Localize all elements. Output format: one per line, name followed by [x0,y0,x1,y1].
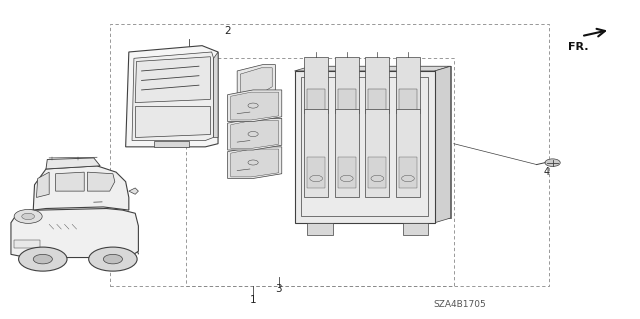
Polygon shape [33,166,129,210]
Bar [399,89,417,112]
Polygon shape [135,57,211,103]
Bar [338,157,356,188]
Polygon shape [88,172,115,191]
Polygon shape [135,106,211,137]
Polygon shape [403,223,428,235]
Circle shape [89,247,137,271]
Bar [369,157,387,188]
Text: SZA4B1705: SZA4B1705 [434,300,486,309]
Circle shape [19,247,67,271]
Polygon shape [231,149,278,177]
Bar [399,157,417,188]
Bar [335,56,359,114]
Polygon shape [294,66,451,71]
Polygon shape [56,172,84,191]
Polygon shape [36,172,49,197]
Bar [307,89,325,112]
Polygon shape [228,90,282,122]
Polygon shape [46,158,100,169]
Bar [186,58,454,286]
Polygon shape [435,66,451,223]
Circle shape [14,210,42,223]
Text: 3: 3 [275,284,282,294]
Bar [304,56,328,114]
Polygon shape [294,71,435,223]
Bar [369,89,387,112]
Text: FR.: FR. [568,42,588,53]
Polygon shape [231,92,278,120]
Bar [396,109,420,197]
Polygon shape [307,223,333,235]
Polygon shape [125,46,218,147]
Polygon shape [241,68,272,93]
Bar [304,109,328,197]
Text: 4: 4 [543,167,549,177]
Polygon shape [11,209,138,257]
Polygon shape [228,118,282,150]
Bar [301,77,428,216]
Circle shape [22,213,35,219]
Polygon shape [214,52,218,137]
Circle shape [545,159,560,167]
Polygon shape [231,121,278,148]
Polygon shape [310,66,451,218]
Bar [307,157,325,188]
Bar [335,109,359,197]
Bar [396,56,420,114]
Text: 2: 2 [224,26,231,36]
Bar [365,56,390,114]
Text: 1: 1 [250,295,257,305]
Circle shape [33,254,52,264]
Polygon shape [228,147,282,178]
Bar [338,89,356,112]
Bar [365,109,390,197]
Polygon shape [129,188,138,194]
Bar [109,24,549,286]
Bar [14,240,40,248]
Polygon shape [132,52,214,141]
Polygon shape [154,141,189,147]
Circle shape [103,254,122,264]
Polygon shape [237,65,275,96]
